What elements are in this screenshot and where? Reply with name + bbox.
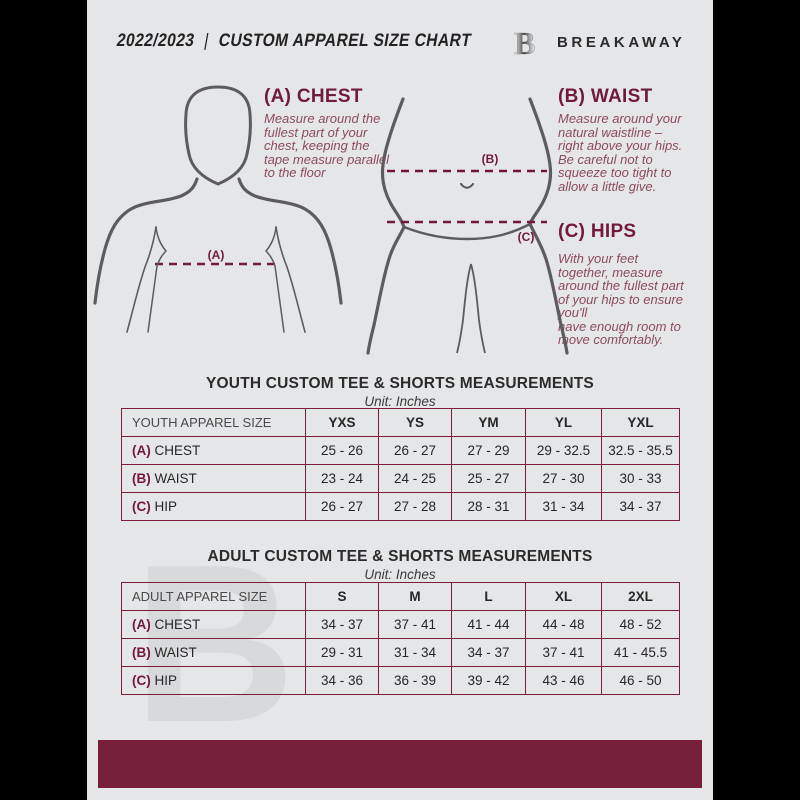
svg-text:(B): (B) [482,152,499,166]
svg-text:(A): (A) [208,248,225,262]
svg-text:(C): (C) [518,230,535,244]
